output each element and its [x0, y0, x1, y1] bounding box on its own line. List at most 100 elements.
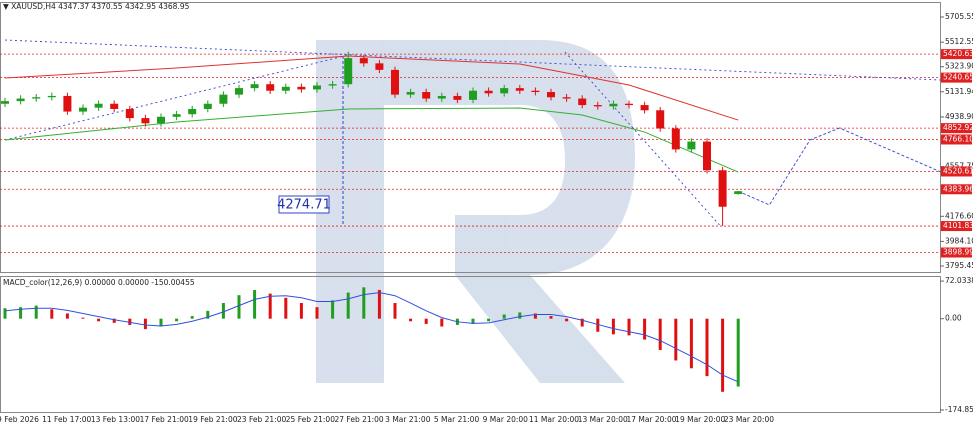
y-tick-label: 4938.90 — [945, 112, 973, 121]
ohlc: 4368.95 — [158, 2, 189, 11]
candle-body — [188, 108, 197, 115]
macd-bar — [440, 318, 444, 327]
macd-bar — [346, 292, 350, 319]
x-tick-label: 19 Feb 21:00 — [188, 415, 237, 424]
level-label: 4766.10 — [943, 134, 973, 143]
candle-body — [63, 95, 72, 112]
level-label: 4520.61 — [943, 166, 973, 175]
macd-bar — [377, 289, 381, 319]
level-label: 4852.92 — [943, 123, 973, 132]
candle-body — [578, 98, 587, 106]
x-tick-label: 9 Mar 20:00 — [483, 415, 529, 424]
macd-bar — [221, 303, 225, 319]
macd-bar — [175, 318, 179, 322]
macd-bar — [112, 318, 116, 323]
candle-body — [157, 116, 165, 124]
x-tick-label: 19 Mar 20:00 — [675, 415, 725, 424]
candle-body — [547, 92, 555, 98]
y-tick-label: 5705.55 — [945, 12, 973, 21]
moving-average — [4, 107, 739, 173]
level-label: 4383.96 — [943, 184, 973, 193]
level-label-bg — [941, 123, 972, 134]
candle-body — [422, 92, 431, 99]
candle-body — [562, 97, 571, 99]
candle-body — [235, 88, 243, 95]
candle-body — [125, 108, 134, 119]
y-tick-label: 3984.10 — [945, 236, 973, 245]
macd-bar — [143, 318, 147, 330]
y-tick-label: 3795.45 — [945, 261, 973, 270]
main-panel — [0, 2, 941, 273]
candle-body — [344, 58, 353, 85]
macd-bar — [596, 318, 600, 332]
candle-body — [297, 86, 306, 90]
candle-body — [359, 58, 368, 64]
x-tick-label: 11 Feb 17:00 — [42, 415, 91, 424]
macd-bar — [393, 303, 397, 319]
macd-bar — [736, 318, 740, 387]
macd-bar — [362, 287, 366, 319]
candle-body — [375, 63, 384, 70]
macd-bar — [565, 318, 569, 322]
macd-bar — [50, 309, 54, 319]
annotation: 4274.71 — [277, 198, 331, 213]
macd-bar — [580, 318, 584, 327]
candle-body — [703, 141, 711, 171]
macd-bar — [128, 318, 132, 325]
macd-bar — [159, 318, 163, 327]
macd-bar — [689, 318, 693, 369]
level-label: 5240.65 — [943, 73, 973, 82]
candle-body — [687, 141, 696, 150]
candle-body — [313, 85, 321, 90]
level-label-bg — [941, 134, 972, 145]
macd-signal — [4, 292, 739, 383]
macd-bar — [674, 318, 678, 361]
macd-bar — [190, 316, 194, 319]
x-tick-label: 13 Mar 20:00 — [578, 415, 628, 424]
level-label-bg — [941, 184, 972, 195]
macd-bar — [705, 318, 709, 377]
macd-bar — [471, 318, 475, 324]
candle-body — [203, 103, 212, 109]
header: ▼ XAUUSD,H4 4347.37 4370.55 4342.95 4368… — [3, 2, 190, 11]
level-label: 4101.83 — [943, 221, 973, 230]
candle-body — [16, 98, 25, 102]
trend-line — [4, 54, 349, 141]
x-tick-label: 13 Feb 13:00 — [91, 415, 140, 424]
candle-body — [671, 128, 680, 150]
macd-bar — [97, 318, 101, 322]
y-tick-label: 5512.55 — [945, 37, 973, 46]
macd-bar — [65, 313, 69, 319]
macd-bar — [721, 318, 725, 392]
macd-bar — [658, 318, 662, 351]
macd-bar — [299, 303, 303, 319]
candle-body — [1, 101, 9, 104]
level-label-bg — [941, 247, 972, 258]
trend-line — [4, 39, 942, 81]
macd-bar — [284, 297, 288, 319]
candle-body — [328, 84, 337, 86]
level-label-bg — [941, 166, 972, 177]
y-tick-label: 5323.90 — [945, 62, 973, 71]
trend-line — [564, 51, 720, 226]
x-tick-label: 23 Mar 20:00 — [724, 415, 774, 424]
y-tick-label: -174.85986 — [945, 405, 973, 414]
candle-body — [391, 69, 399, 95]
macd-bar — [268, 293, 272, 319]
candle-body — [609, 103, 618, 107]
candle-body — [172, 114, 181, 117]
candle-body — [718, 170, 727, 207]
x-tick-label: 27 Feb 21:00 — [335, 415, 384, 424]
macd-bar — [627, 318, 631, 336]
macd-bar — [3, 308, 7, 319]
candle-body — [79, 107, 87, 112]
ohlc: 4342.95 — [125, 2, 156, 11]
candle-body — [500, 88, 509, 94]
candle-body — [484, 90, 493, 94]
macd-bar — [253, 289, 257, 319]
macd-title: MACD_color(12,26,9) 0.00000 0.00000 -150… — [3, 278, 195, 287]
macd-bar — [206, 310, 210, 319]
macd-bar — [549, 316, 553, 319]
macd-bar — [331, 300, 335, 319]
